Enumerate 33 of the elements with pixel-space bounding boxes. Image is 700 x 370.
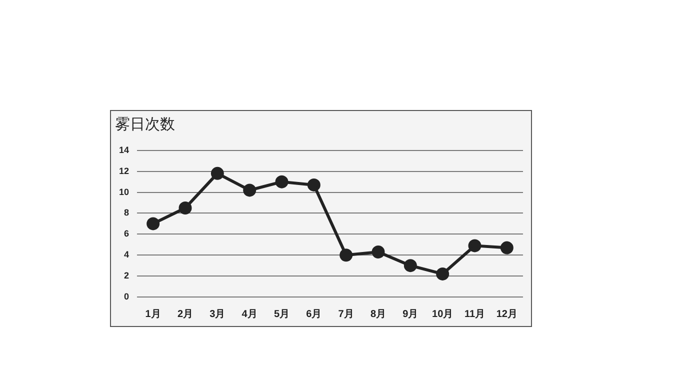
y-tick-label: 14 <box>118 144 130 155</box>
y-tick-label: 2 <box>124 270 130 281</box>
point <box>275 175 288 188</box>
x-tick-label: 11月 <box>464 308 486 320</box>
point <box>178 201 192 214</box>
y-tick-label: 10 <box>118 186 130 197</box>
point <box>500 241 514 254</box>
y-tick-label: 4 <box>124 250 130 260</box>
point <box>340 248 353 262</box>
x-tick-label: 1月 <box>145 308 161 320</box>
point <box>468 239 482 252</box>
x-tick-label: 8月 <box>370 308 386 320</box>
y-tick-label: 6 <box>124 228 130 239</box>
point <box>404 259 417 272</box>
x-tick-label: 5月 <box>274 308 290 320</box>
point <box>210 166 224 180</box>
point <box>436 267 450 280</box>
point <box>243 184 256 197</box>
point <box>307 178 320 192</box>
x-tick-label: 10月 <box>432 308 454 320</box>
x-tick-label: 9月 <box>402 308 418 320</box>
y-axis-title: 雾日次数 <box>115 115 175 134</box>
x-tick-label: 12月 <box>496 308 518 320</box>
x-tick-label: 3月 <box>210 308 226 320</box>
y-tick-label: 0 <box>124 291 130 302</box>
x-tick-label: 4月 <box>242 308 258 320</box>
x-tick-label: 2月 <box>177 308 194 320</box>
y-tick-label: 8 <box>124 208 130 218</box>
y-tick-label: 12 <box>118 166 130 176</box>
x-tick-label: 7月 <box>338 308 354 320</box>
point <box>372 245 385 258</box>
point <box>146 217 160 230</box>
x-tick-label: 6月 <box>306 308 322 320</box>
